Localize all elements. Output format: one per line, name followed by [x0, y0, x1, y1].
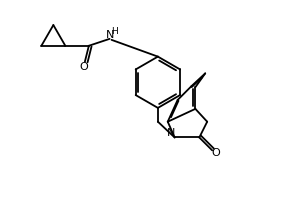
Text: N: N	[106, 30, 115, 40]
Text: H: H	[111, 27, 118, 36]
Text: O: O	[80, 62, 88, 72]
Text: N: N	[167, 128, 175, 138]
Text: O: O	[212, 148, 220, 158]
